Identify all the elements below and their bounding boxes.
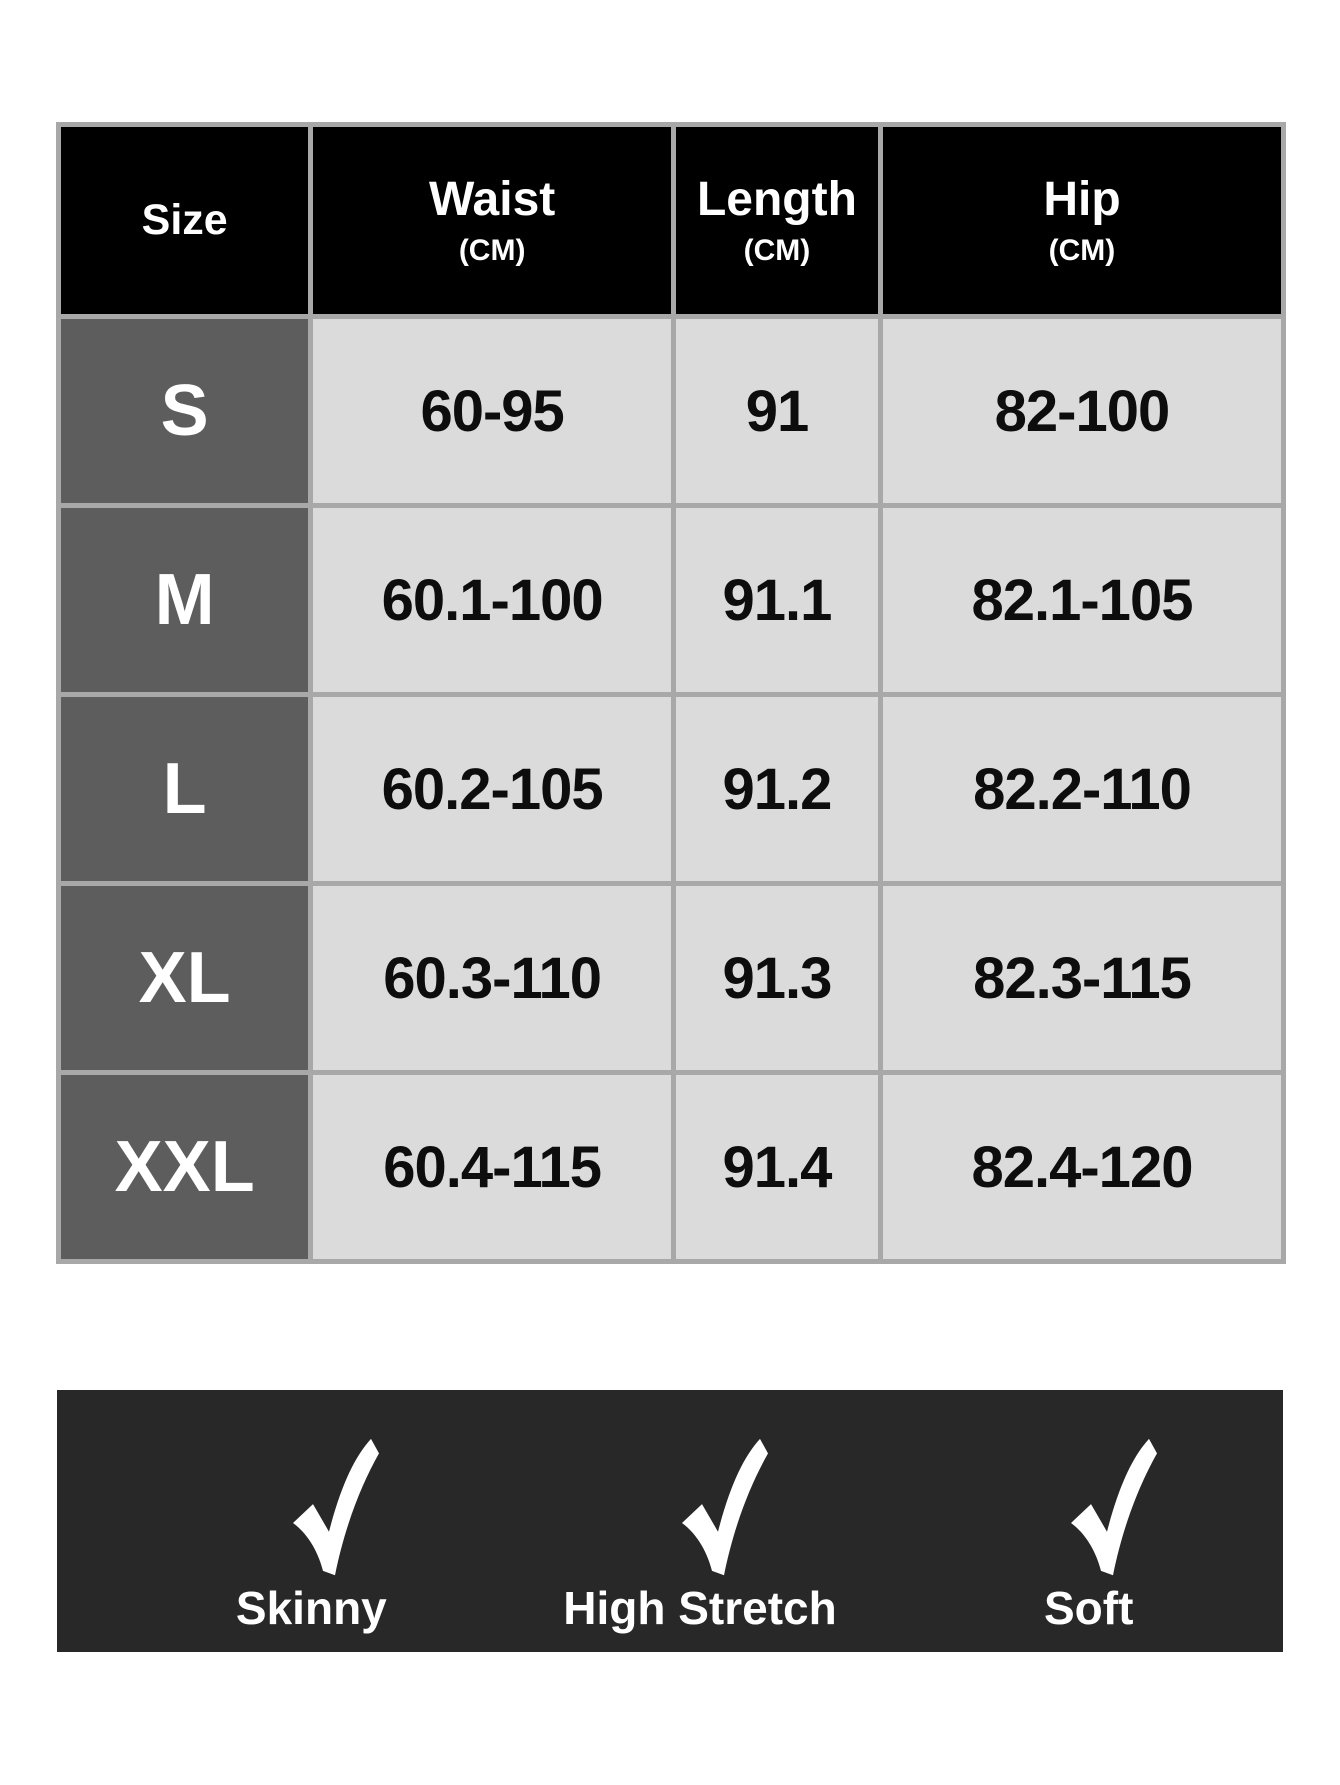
checkmark-icon	[672, 1436, 772, 1581]
hip-cell: 82.4-120	[877, 1070, 1287, 1264]
table-row: L 60.2-105 91.2 82.2-110	[55, 692, 1287, 886]
table-row: XXL 60.4-115 91.4 82.4-120	[55, 1070, 1287, 1264]
feature-high-stretch: High Stretch	[506, 1390, 895, 1652]
hip-cell: 82.1-105	[877, 503, 1287, 697]
size-cell: XXL	[55, 1070, 314, 1264]
column-header-waist: Waist (CM)	[308, 122, 676, 319]
hip-cell: 82.3-115	[877, 881, 1287, 1075]
feature-label: High Stretch	[563, 1582, 837, 1635]
column-unit: (CM)	[458, 234, 526, 268]
feature-label: Soft	[1043, 1582, 1134, 1635]
waist-cell: 60.2-105	[308, 692, 676, 886]
size-cell: L	[55, 692, 314, 886]
hip-cell: 82.2-110	[877, 692, 1287, 886]
length-cell: 91.1	[670, 503, 883, 697]
length-cell: 91	[670, 314, 883, 508]
table-row: M 60.1-100 91.1 82.1-105	[55, 503, 1287, 697]
column-label: Waist	[429, 172, 556, 226]
column-unit: (CM)	[743, 234, 811, 268]
size-chart-table: Size Waist (CM) Length (CM) Hip (CM) S 6…	[55, 122, 1287, 1264]
length-cell: 91.4	[670, 1070, 883, 1264]
size-cell: M	[55, 503, 314, 697]
waist-cell: 60.4-115	[308, 1070, 676, 1264]
column-label: Length	[696, 172, 857, 226]
length-cell: 91.3	[670, 881, 883, 1075]
column-header-size: Size	[55, 122, 314, 319]
feature-label: Skinny	[235, 1582, 387, 1635]
waist-cell: 60.3-110	[308, 881, 676, 1075]
waist-cell: 60.1-100	[308, 503, 676, 697]
hip-cell: 82-100	[877, 314, 1287, 508]
length-cell: 91.2	[670, 692, 883, 886]
table-row: S 60-95 91 82-100	[55, 314, 1287, 508]
checkmark-icon	[283, 1436, 383, 1581]
size-cell: XL	[55, 881, 314, 1075]
column-header-hip: Hip (CM)	[877, 122, 1287, 319]
column-unit: (CM)	[1048, 234, 1116, 268]
feature-skinny: Skinny	[117, 1390, 506, 1652]
column-header-length: Length (CM)	[670, 122, 883, 319]
checkmark-icon	[1061, 1436, 1161, 1581]
waist-cell: 60-95	[308, 314, 676, 508]
feature-soft: Soft	[894, 1390, 1283, 1652]
column-label: Size	[141, 195, 228, 244]
table-header-row: Size Waist (CM) Length (CM) Hip (CM)	[55, 122, 1287, 319]
size-cell: S	[55, 314, 314, 508]
features-bar: Skinny High Stretch Soft	[57, 1390, 1283, 1652]
table-row: XL 60.3-110 91.3 82.3-115	[55, 881, 1287, 1075]
column-label: Hip	[1043, 172, 1121, 226]
